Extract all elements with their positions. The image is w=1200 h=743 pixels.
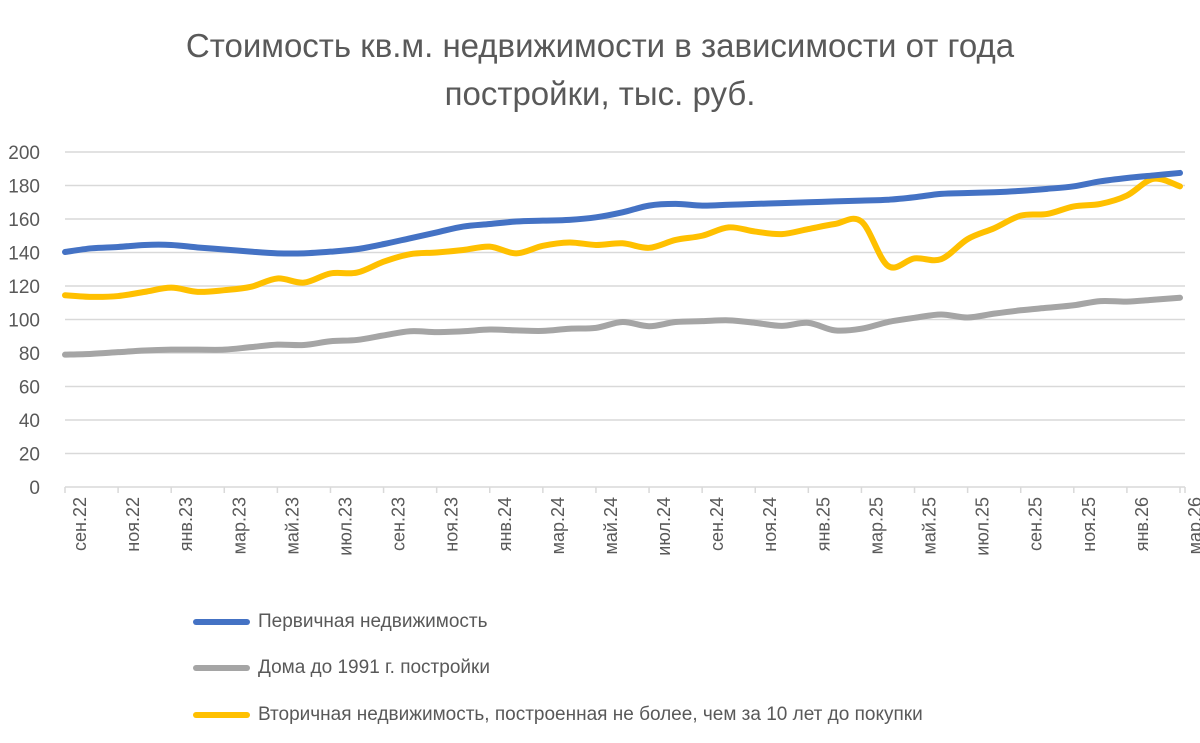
- x-tick-label: май.23: [282, 497, 302, 554]
- legend-item-pre1991: Дома до 1991 г. постройки: [193, 653, 490, 683]
- x-tick-label: май.25: [920, 497, 940, 554]
- x-tick-label: май.24: [601, 497, 621, 554]
- x-tick-label: мар.25: [866, 497, 886, 554]
- x-tick-label: сен.24: [707, 497, 727, 551]
- chart-title: Стоимость кв.м. недвижимости в зависимос…: [100, 22, 1100, 118]
- x-tick-label: мар.24: [548, 497, 568, 554]
- y-tick-label: 80: [19, 344, 40, 365]
- x-tick-label: янв.26: [1132, 497, 1152, 551]
- y-tick-label: 40: [19, 411, 40, 432]
- y-tick-label: 180: [8, 177, 40, 198]
- x-tick-label: июл.24: [654, 497, 674, 556]
- x-tick-label: ноя.24: [760, 497, 780, 552]
- legend-swatch-secondary: [193, 712, 250, 718]
- x-tick-label: янв.23: [176, 497, 196, 551]
- legend-item-secondary: Вторичная недвижимость, построенная не б…: [193, 700, 923, 730]
- x-tick-label: ноя.23: [442, 497, 462, 552]
- legend-label-pre1991: Дома до 1991 г. постройки: [258, 657, 490, 678]
- x-tick-label: сен.22: [70, 497, 90, 551]
- legend-label-primary: Первичная недвижимость: [258, 611, 488, 632]
- x-tick-label: мар.26: [1185, 497, 1200, 554]
- x-tick-label: янв.25: [813, 497, 833, 551]
- x-tick-label: сен.25: [1026, 497, 1046, 551]
- series-line-2: [62, 175, 1183, 300]
- chart-title-line-1: Стоимость кв.м. недвижимости в зависимос…: [185, 27, 1015, 64]
- series-line-1: [62, 294, 1183, 358]
- x-tick-label: сен.23: [389, 497, 409, 551]
- y-tick-label: 160: [8, 210, 40, 231]
- legend-label-secondary: Вторичная недвижимость, построенная не б…: [258, 704, 923, 725]
- x-tick-label: ноя.22: [123, 497, 143, 552]
- x-tick-label: мар.23: [229, 497, 249, 554]
- y-tick-label: 0: [29, 478, 40, 499]
- legend-swatch-primary: [193, 619, 250, 625]
- legend-item-primary: Первичная недвижимость: [193, 607, 488, 637]
- line-chart: 0 20 40 60 80 100 120 140 160 180 200 сен.22 ноя.22 я…: [8, 143, 1200, 556]
- legend-swatch-pre1991: [193, 665, 250, 671]
- y-tick-label: 100: [8, 311, 40, 332]
- x-tick-label: июл.25: [973, 497, 993, 556]
- y-tick-label: 60: [19, 378, 40, 399]
- x-tick-label: ноя.25: [1079, 497, 1099, 552]
- x-tick-label: янв.24: [495, 497, 515, 551]
- y-tick-label: 120: [8, 277, 40, 298]
- x-tick-label: июл.23: [335, 497, 355, 556]
- chart-title-line-2: постройки, тыс. руб.: [444, 75, 756, 112]
- series-line-0: [62, 169, 1183, 257]
- y-tick-label: 140: [8, 244, 40, 265]
- y-tick-label: 20: [19, 445, 40, 466]
- y-tick-label: 200: [8, 143, 40, 164]
